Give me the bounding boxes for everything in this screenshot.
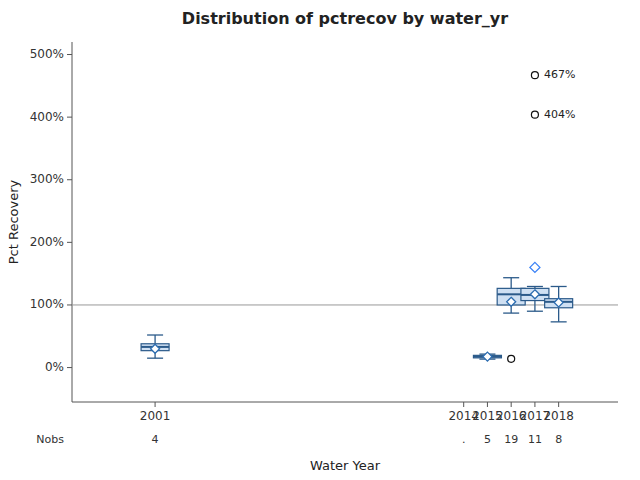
whisker-cap-low	[527, 311, 543, 312]
title: Distribution of pctrecov by water_yr	[182, 9, 508, 28]
y-axis-label: Pct Recovery	[6, 179, 21, 264]
whisker-cap-low	[147, 358, 163, 359]
nobs-label: Nobs	[36, 433, 64, 446]
nobs-value: .	[462, 433, 466, 446]
y-tick-label: 500%	[30, 47, 64, 61]
whisker-cap-high	[551, 286, 567, 287]
x-tick	[558, 402, 559, 407]
mean	[507, 297, 516, 306]
whisker-cap-low	[503, 312, 519, 313]
plot-area	[72, 72, 618, 363]
box	[545, 299, 573, 308]
y-tick	[67, 179, 72, 180]
outlier	[531, 111, 538, 118]
y-tick-label: 300%	[30, 172, 64, 186]
annotation: 467%	[544, 68, 575, 81]
mean-outlier	[530, 262, 540, 272]
whisker-high	[511, 278, 512, 289]
mean	[151, 344, 160, 353]
y-tick-label: 400%	[30, 110, 64, 124]
whisker-cap-high	[527, 286, 543, 287]
x-tick	[155, 402, 156, 407]
x-tick-label: 2001	[140, 409, 171, 423]
whisker-cap-high	[147, 334, 163, 335]
nobs-value: 8	[555, 433, 562, 446]
y-tick-label: 0%	[45, 360, 64, 374]
y-tick	[67, 117, 72, 118]
x-tick	[534, 402, 535, 407]
whisker-high	[558, 286, 559, 298]
mean	[554, 298, 563, 307]
chart: Distribution of pctrecov by water_yr 0% 10…	[0, 0, 640, 480]
y-tick	[67, 242, 72, 243]
y-tick-label: 200%	[30, 235, 64, 249]
x-tick	[511, 402, 512, 407]
annotation: 404%	[544, 108, 575, 121]
whisker-high	[154, 335, 155, 344]
nobs-value: 4	[152, 433, 159, 446]
y-axis	[72, 42, 73, 402]
mean	[530, 290, 539, 299]
x-tick	[463, 402, 464, 407]
whisker-cap-high	[503, 277, 519, 278]
y-tick	[67, 54, 72, 55]
outlier	[531, 72, 538, 79]
nobs-value: 19	[504, 433, 518, 446]
whisker-low	[534, 301, 535, 312]
reference-line	[72, 304, 618, 305]
x-axis	[72, 402, 618, 403]
nobs-value: 11	[528, 433, 542, 446]
x-axis-label: Water Year	[310, 458, 381, 473]
mean	[483, 352, 492, 361]
x-tick	[487, 402, 488, 407]
y-tick-label: 100%	[30, 297, 64, 311]
whisker-low	[558, 308, 559, 322]
y-tick	[67, 367, 72, 368]
y-tick	[67, 304, 72, 305]
x-tick-label: 2018	[543, 409, 574, 423]
whisker-cap-low	[551, 321, 567, 322]
nobs-value: 5	[484, 433, 491, 446]
outlier	[508, 355, 515, 362]
